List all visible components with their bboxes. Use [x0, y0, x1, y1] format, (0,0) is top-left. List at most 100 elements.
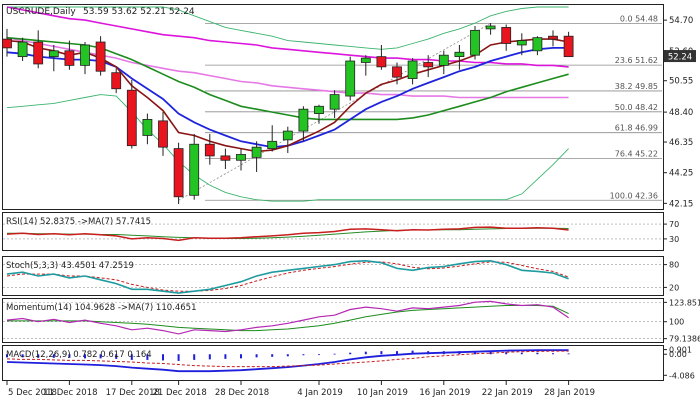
candle [563, 31, 574, 58]
x-tick-label: 5 Dec 2018 [8, 388, 57, 398]
macd-histogram-bar [130, 354, 133, 360]
momentum-line [6, 300, 569, 335]
rsi-y-tick-label: 30 [669, 235, 679, 244]
chart-title: USCRUDE,Daily [6, 7, 76, 17]
ema-long-line [6, 6, 569, 68]
candle [407, 58, 418, 85]
candle-body [236, 154, 246, 161]
candle-body [282, 130, 293, 141]
macd-histogram-bar [240, 354, 242, 359]
candle [454, 44, 465, 70]
candle-body [314, 105, 324, 114]
candle-body [360, 57, 371, 63]
candle-body [158, 120, 168, 148]
macd-histogram-bar [177, 354, 180, 361]
macd-signal-line [6, 350, 569, 368]
macd-histogram-bar [68, 354, 71, 358]
candle-body [2, 38, 12, 49]
macd-histogram-bar [255, 354, 258, 358]
candle [126, 79, 137, 149]
fib-level-label: 38.2 49.85 [615, 82, 658, 91]
momentum-panel-frame [2, 298, 664, 343]
candle-body [516, 40, 527, 46]
candle [329, 90, 340, 118]
rsi-label: RSI(14) 52.8375 ->MA(7) 57.7415 [6, 217, 151, 227]
macd-histogram-bar [146, 354, 149, 360]
candle [532, 36, 543, 56]
macd-histogram-bar [411, 350, 414, 355]
candle-body [345, 60, 356, 97]
x-tick-label: 21 Dec 2018 [152, 388, 206, 398]
macd-histogram-bar [224, 354, 227, 359]
candle-body [80, 44, 90, 66]
macd-histogram-bar [271, 354, 274, 357]
stoch-y-tick-label: 20 [669, 283, 679, 292]
rsi-line [6, 226, 569, 242]
candle [142, 113, 153, 145]
candle-body [548, 35, 558, 40]
candle-body [485, 25, 496, 30]
candle [314, 104, 324, 124]
candle-body [563, 35, 574, 58]
candle [189, 134, 200, 200]
candle [204, 134, 215, 165]
candle [267, 125, 278, 152]
main-y-tick-label: 54.70 [669, 16, 693, 26]
main-y-tick-label: 46.35 [669, 138, 693, 148]
macd-histogram-bar [520, 352, 523, 355]
x-tick-label: 10 Jan 2019 [357, 388, 408, 398]
candle-body [470, 29, 480, 56]
macd-histogram-bar [52, 354, 55, 358]
x-tick-label: 17 Dec 2018 [106, 388, 160, 398]
rsi-panel-frame [2, 212, 664, 251]
macd-histogram-bar [208, 354, 211, 360]
macd-histogram-bar [380, 351, 383, 355]
candle [501, 24, 512, 51]
fib-level-label: 0.0 54.48 [620, 14, 658, 23]
fib-level-label: 50.0 48.42 [615, 103, 658, 112]
x-tick-label: 11 Dec 2018 [43, 388, 97, 398]
candle [220, 148, 231, 170]
candle-body [392, 66, 402, 78]
main-y-tick-label: 42.15 [669, 199, 693, 209]
candle-body [220, 155, 231, 161]
candle-body [111, 72, 122, 90]
momentum-y-tick-label: 79.1386 [669, 335, 700, 344]
stoch-y-tick-label: 80 [669, 261, 679, 270]
macd-histogram-bar [552, 353, 554, 355]
main-y-tick-label: 48.40 [669, 108, 693, 118]
candle-body [33, 41, 44, 65]
candle [111, 68, 122, 94]
momentum-y-tick-label: 100 [669, 318, 684, 327]
main-y-tick-label: 50.55 [669, 77, 693, 87]
momentum-label: Momentum(14) 104.9628 ->MA(7) 110.4651 [6, 303, 196, 313]
macd-histogram-bar [536, 352, 539, 355]
candle [33, 30, 44, 69]
candle-body [251, 146, 262, 158]
candle-body [17, 41, 28, 58]
candle-body [48, 50, 59, 58]
candle [80, 42, 90, 75]
macd-label: MACD(12,26,9) 0.782 0.617 0.164 [6, 350, 152, 360]
x-tick-label: 28 Jan 2019 [544, 388, 595, 398]
candle-body [501, 27, 512, 44]
candle [438, 50, 449, 75]
band-upper-line [7, 6, 569, 50]
candle [64, 40, 75, 70]
x-tick-label: 22 Jan 2019 [482, 388, 533, 398]
macd-histogram-bar [567, 353, 570, 355]
candle [251, 141, 262, 172]
stoch-panel-frame [2, 256, 664, 296]
macd-histogram-bar [302, 354, 305, 356]
candle-body [298, 108, 309, 132]
fib-level-label: 61.8 46.99 [615, 124, 658, 133]
macd-histogram-bar [99, 354, 102, 359]
candle [282, 126, 293, 153]
macd-histogram-bar [396, 351, 398, 355]
macd-histogram-bar [505, 352, 508, 355]
candle [360, 55, 371, 76]
candle-body [423, 62, 434, 68]
band-lower-line [6, 94, 569, 202]
